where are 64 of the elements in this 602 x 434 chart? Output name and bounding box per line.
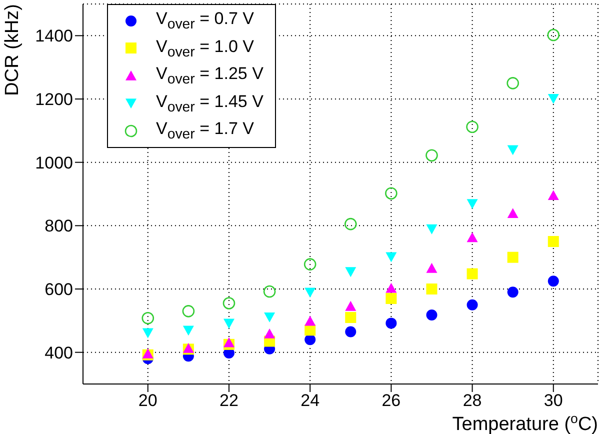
x-tick-label: 20 (138, 391, 158, 410)
point (386, 293, 397, 304)
point (182, 305, 195, 318)
point (263, 285, 276, 298)
point (142, 328, 154, 338)
point (426, 309, 438, 320)
legend-label: V$_{over}$ = 1.7 V (156, 119, 254, 142)
point (507, 208, 518, 218)
point (507, 145, 518, 156)
point (345, 312, 356, 323)
point (386, 282, 397, 293)
point (304, 288, 316, 298)
point (344, 218, 357, 230)
point (466, 232, 478, 242)
point (304, 324, 316, 336)
point (466, 299, 478, 310)
y-tick-label: 1000 (35, 153, 73, 172)
point (345, 300, 356, 311)
point (548, 236, 559, 247)
x-tick-label: 22 (220, 391, 238, 410)
point (182, 326, 194, 336)
y-tick-label: 1400 (35, 26, 73, 46)
x-tick-label: 26 (382, 391, 401, 410)
point (548, 94, 559, 104)
point (466, 199, 478, 209)
point (222, 297, 236, 310)
point (304, 258, 316, 270)
point (345, 267, 356, 278)
y-tick-label: 1200 (35, 90, 73, 110)
point (547, 28, 560, 42)
y-tick-label: 600 (44, 280, 73, 300)
point (426, 224, 438, 234)
x-tick-label: 28 (462, 391, 482, 410)
point (386, 318, 397, 329)
legend-label: V$_{over}$ = 0.7 V (156, 9, 254, 32)
y-axis-title: DCR (kHz) (2, 4, 23, 96)
point (386, 252, 397, 262)
point (304, 316, 316, 326)
point (548, 276, 559, 287)
legend-label: V$_{over}$ = 1.25 V (156, 64, 264, 88)
point (507, 286, 518, 298)
x-tick-label: 24 (300, 391, 320, 410)
point (223, 318, 234, 329)
point (426, 149, 438, 162)
y-tick-label: 400 (44, 343, 73, 362)
point (548, 190, 559, 200)
legend-label: V$_{over}$ = 1.45 V (156, 92, 264, 115)
point (223, 337, 234, 348)
point (304, 334, 316, 346)
point (507, 252, 518, 263)
point (264, 312, 276, 322)
point (264, 328, 276, 338)
x-axis-title: Temperature ($^{o}$C) (452, 410, 598, 434)
point (385, 187, 398, 200)
point (142, 312, 154, 324)
x-tick-label: 30 (544, 391, 563, 410)
point (426, 284, 438, 294)
legend-label: V$_{over}$ = 1.0 V (156, 36, 254, 60)
point (466, 268, 478, 280)
point (506, 77, 519, 90)
point (466, 120, 478, 134)
point (426, 262, 438, 273)
point (345, 326, 356, 338)
y-tick-label: 800 (44, 216, 73, 236)
